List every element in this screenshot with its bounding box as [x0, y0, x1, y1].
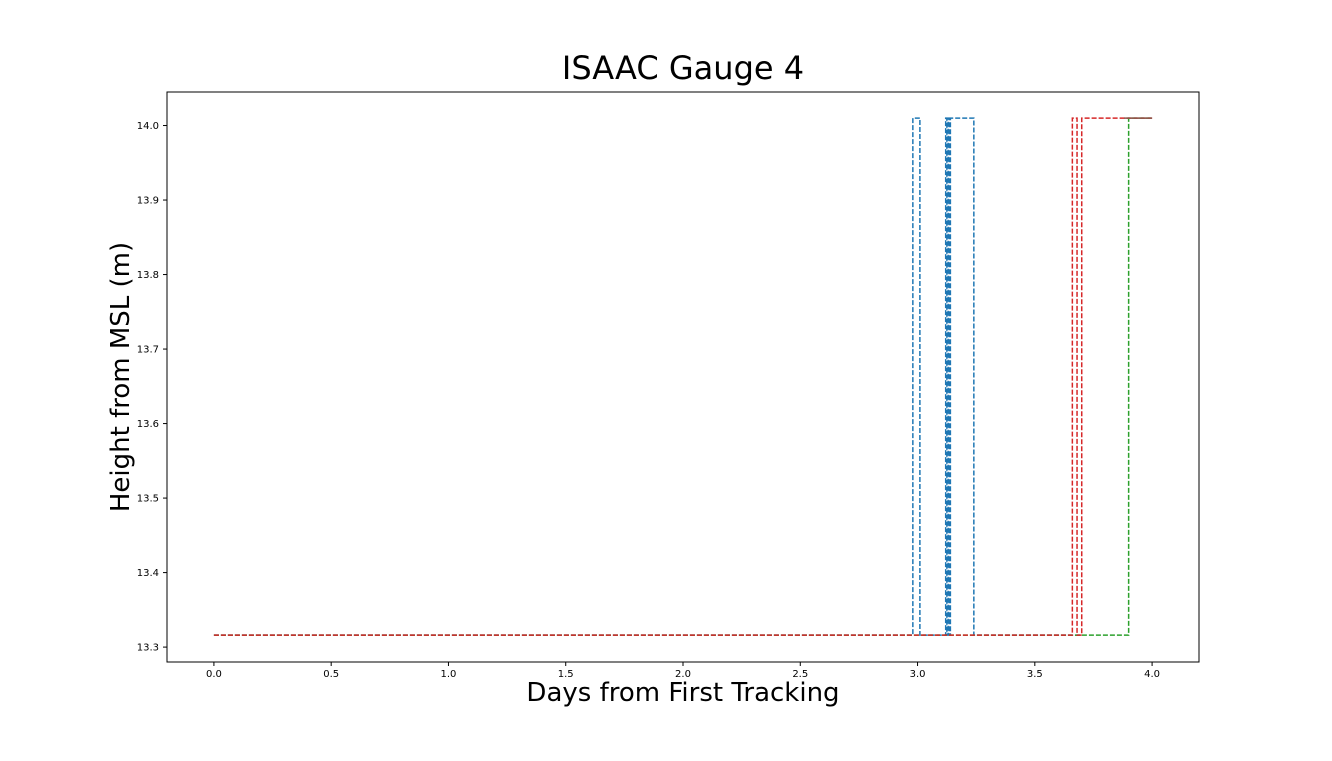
x-tick-label: 3.5: [1027, 669, 1043, 680]
y-tick-label: 13.3: [137, 643, 159, 654]
y-tick-label: 13.9: [137, 196, 159, 207]
x-tick-label: 4.0: [1144, 669, 1160, 680]
x-tick-label: 0.0: [206, 669, 222, 680]
x-tick-label: 2.0: [675, 669, 691, 680]
x-tick-label: 1.5: [558, 669, 574, 680]
chart-title: ISAAC Gauge 4: [562, 49, 804, 87]
series-line-3: [213, 117, 1153, 636]
x-tick-label: 2.5: [792, 669, 808, 680]
y-tick-label: 13.5: [137, 494, 159, 505]
ticks-layer: 0.0 0.5 1.0 1.5 2.0 2.5 3.0 3.5 4.0 13.3 13.4 13.5 1…: [137, 121, 1160, 680]
plot-frame: [166, 91, 1200, 663]
y-axis-label: Height from MSL (m): [106, 242, 136, 512]
y-tick-label: 13.7: [137, 345, 159, 356]
x-tick-label: 0.5: [323, 669, 339, 680]
x-axis-label: Days from First Tracking: [526, 678, 839, 708]
series-layer: [213, 117, 1153, 636]
x-tick-label: 3.0: [910, 669, 926, 680]
x-tick-label: 1.0: [441, 669, 457, 680]
y-tick-label: 14.0: [137, 121, 159, 132]
series-line-1: [213, 117, 1082, 636]
y-tick-label: 13.4: [137, 568, 159, 579]
y-tick-label: 13.6: [137, 419, 159, 430]
y-tick-label: 13.8: [137, 270, 159, 281]
